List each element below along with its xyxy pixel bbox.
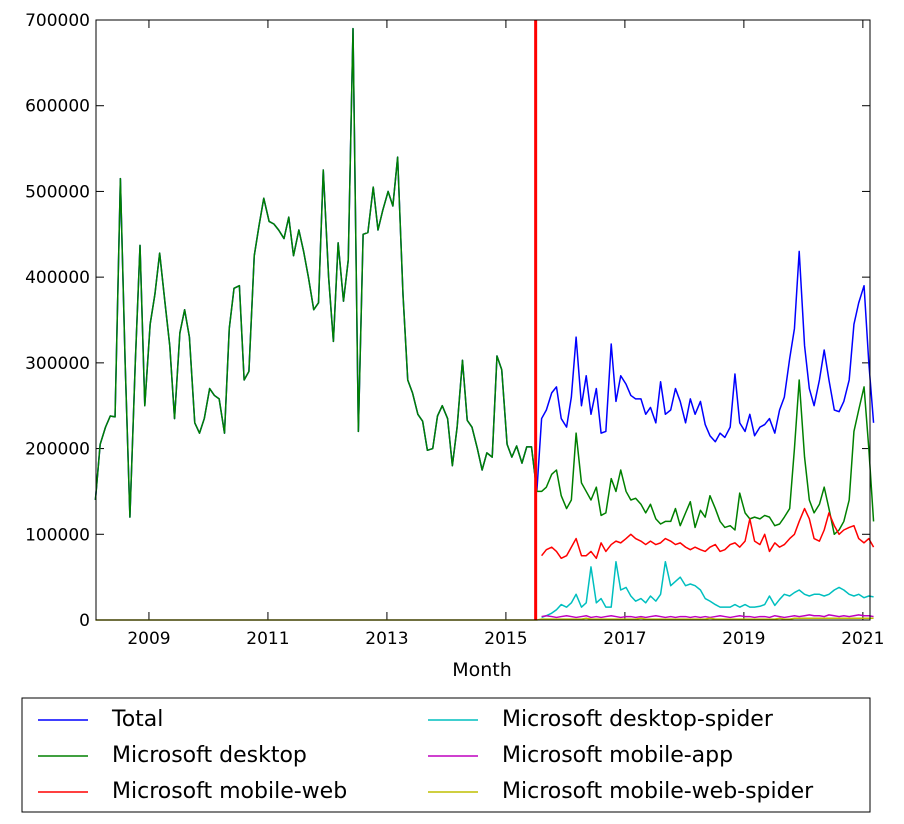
x-tick-label: 2013 [365,629,408,649]
legend-label: Total [111,707,163,732]
y-tick-label: 300000 [25,354,90,374]
x-tick-label: 2009 [127,629,170,649]
y-tick-label: 100000 [25,525,90,545]
y-tick-label: 700000 [25,11,90,31]
x-tick-label: 2021 [841,629,884,649]
x-tick-label: 2017 [603,629,646,649]
y-tick-label: 0 [79,611,90,631]
y-tick-label: 400000 [25,268,90,288]
series-line [541,507,875,560]
series-line [541,614,874,619]
y-tick-label: 200000 [25,440,90,460]
legend-label: Microsoft mobile-web [112,779,347,804]
legend-label: Microsoft mobile-app [502,743,733,768]
series-line [94,27,875,536]
x-axis-label: Month [452,659,512,681]
x-tick-label: 2015 [484,629,527,649]
legend-label: Microsoft mobile-web-spider [502,779,814,804]
legend-label: Microsoft desktop-spider [502,707,774,732]
legend-label: Microsoft desktop [112,743,307,768]
y-tick-label: 500000 [25,182,90,202]
x-tick-label: 2019 [722,629,765,649]
legend-box [21,697,871,813]
series-line [541,560,874,619]
plot-frame [95,19,871,621]
x-tick-label: 2011 [246,629,289,649]
y-tick-label: 600000 [25,97,90,117]
